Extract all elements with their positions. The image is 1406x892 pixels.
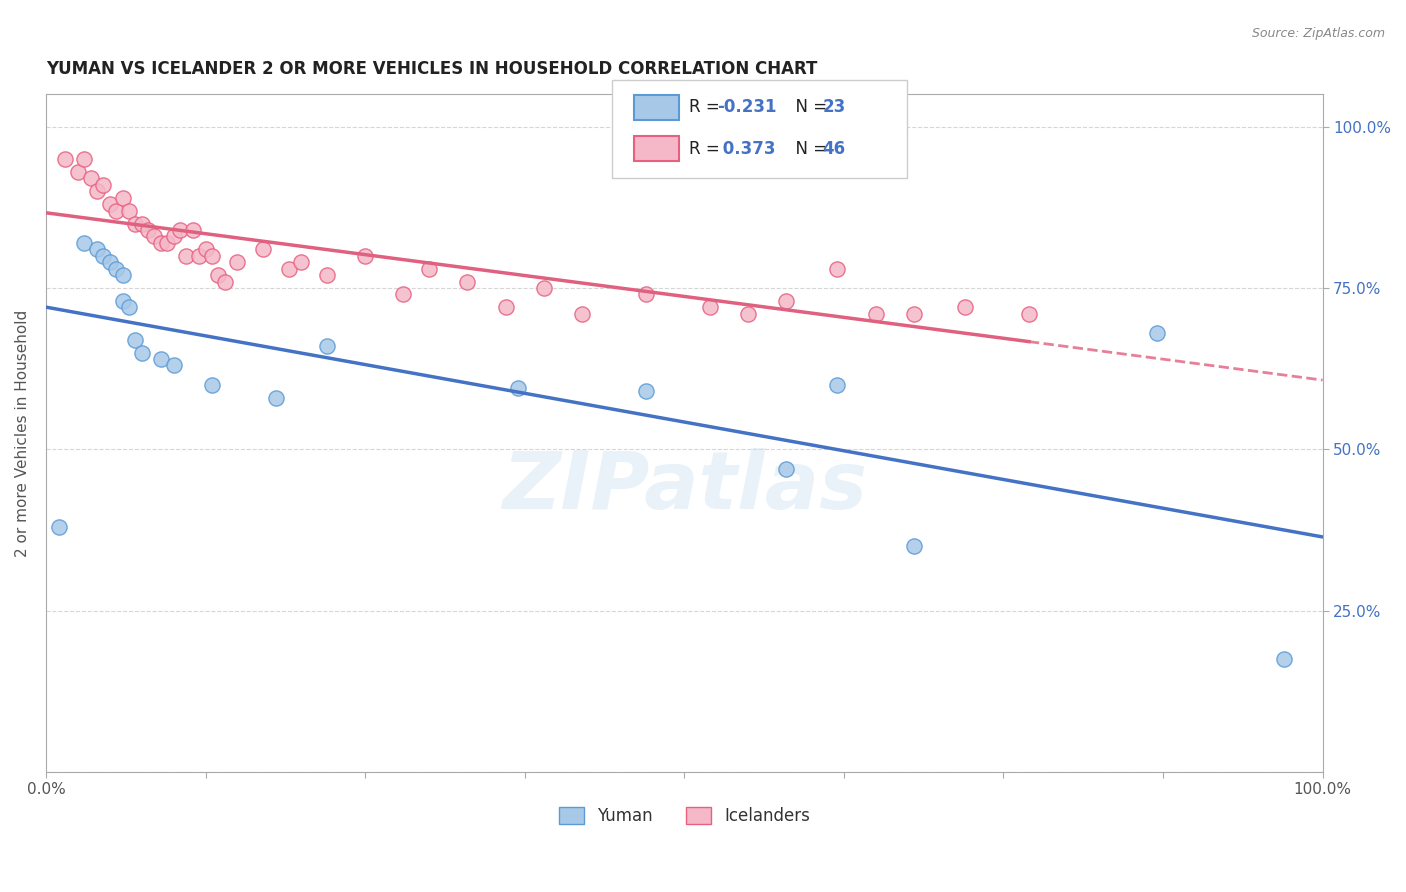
Point [207,268,229,282]
Point [571,307,593,321]
Point [1018,307,1040,321]
Point [131,345,153,359]
Y-axis label: 2 or more Vehicles in Household: 2 or more Vehicles in Household [15,310,30,557]
Point [354,249,377,263]
Point [953,301,976,315]
Point [73,152,96,166]
Point [1272,652,1295,666]
Point [118,301,141,315]
Point [737,307,759,321]
Point [118,203,141,218]
Point [124,333,146,347]
Point [699,301,721,315]
Point [508,381,530,395]
Point [53,152,76,166]
Point [201,249,224,263]
Point [214,275,236,289]
Point [79,171,101,186]
Point [66,165,89,179]
Point [98,197,121,211]
Point [865,307,887,321]
Point [1146,326,1168,341]
Point [226,255,249,269]
Point [111,293,134,308]
Text: R =: R = [689,140,725,158]
Point [903,539,925,553]
Point [136,223,159,237]
Point [149,351,172,366]
Point [827,261,849,276]
Point [418,261,440,276]
Point [634,384,657,399]
Point [827,377,849,392]
Point [124,217,146,231]
Point [131,217,153,231]
Point [105,261,128,276]
Text: R =: R = [689,98,725,116]
Point [98,255,121,269]
Point [149,235,172,250]
Point [156,235,179,250]
Point [111,191,134,205]
Point [176,249,198,263]
Point [315,339,337,353]
Point [143,229,166,244]
Point [86,184,108,198]
Point [252,243,274,257]
Point [105,203,128,218]
Point [634,287,657,301]
Point [392,287,415,301]
Point [73,235,96,250]
Point [456,275,478,289]
Point [169,223,191,237]
Point [111,268,134,282]
Point [315,268,337,282]
Point [194,243,217,257]
Text: N =: N = [785,98,832,116]
Text: N =: N = [785,140,832,158]
Text: YUMAN VS ICELANDER 2 OR MORE VEHICLES IN HOUSEHOLD CORRELATION CHART: YUMAN VS ICELANDER 2 OR MORE VEHICLES IN… [46,60,817,78]
Point [162,229,184,244]
Point [775,461,797,475]
Point [290,255,312,269]
Point [201,377,224,392]
Text: ZIPatlas: ZIPatlas [502,449,866,526]
Text: 0.373: 0.373 [717,140,776,158]
Point [188,249,211,263]
Point [93,249,115,263]
Point [903,307,925,321]
Text: 46: 46 [823,140,845,158]
Point [93,178,115,192]
Point [48,520,70,534]
Point [86,243,108,257]
Text: Source: ZipAtlas.com: Source: ZipAtlas.com [1251,27,1385,40]
Point [181,223,204,237]
Point [533,281,555,295]
Point [495,301,517,315]
Text: -0.231: -0.231 [717,98,776,116]
Point [277,261,299,276]
Legend: Yuman, Icelanders: Yuman, Icelanders [553,800,817,831]
Point [264,391,287,405]
Point [775,293,797,308]
Text: 23: 23 [823,98,846,116]
Point [162,359,184,373]
